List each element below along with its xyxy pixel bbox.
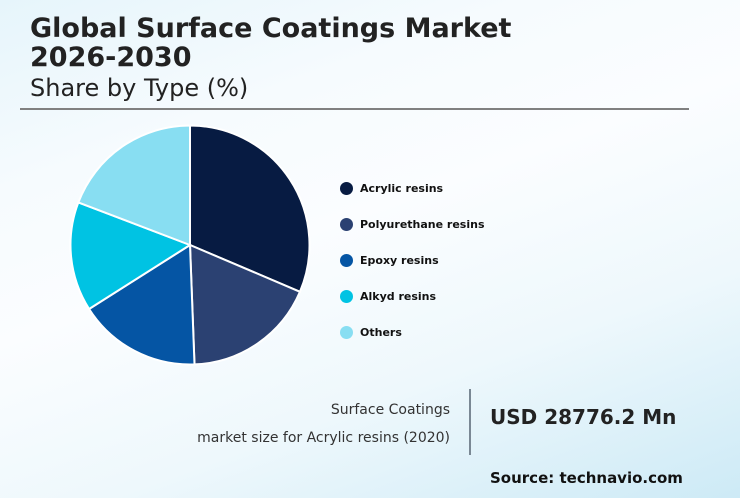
pie-slice-others [77, 124, 191, 247]
legend-label: Epoxy resins [360, 253, 439, 267]
legend-dot-icon [340, 253, 353, 267]
legend-label: Alkyd resins [360, 289, 437, 303]
pie-slice-polyurethane-resins [188, 243, 302, 366]
market-size-value: USD 28776.2 Mn [490, 405, 677, 429]
legend: Acrylic resins Polyurethane resins Epoxy… [340, 170, 485, 350]
legend-dot-icon [340, 325, 353, 339]
caption-line-2: market size for Acrylic resins (2020) [197, 430, 450, 446]
legend-label: Acrylic resins [360, 181, 444, 195]
pie-slice-epoxy-resins [87, 243, 196, 366]
legend-item-others: Others [340, 314, 485, 350]
source-note: Source: technavio.com [490, 469, 683, 487]
legend-item-epoxy-resins: Epoxy resins [340, 242, 485, 278]
legend-item-alkyd-resins: Alkyd resins [340, 278, 485, 314]
legend-dot-icon [340, 181, 353, 195]
pie-chart [69, 124, 311, 366]
legend-item-acrylic-resins: Acrylic resins [340, 170, 485, 206]
chart-title: Global Surface Coatings Market 2026-2030 [30, 14, 511, 72]
legend-item-polyurethane-resins: Polyurethane resins [340, 206, 485, 242]
title-line-1: Global Surface Coatings Market [30, 13, 512, 44]
pie-slice-acrylic-resins [189, 124, 311, 294]
header-divider [20, 108, 689, 110]
vertical-divider [469, 389, 471, 455]
chart-subtitle: Share by Type (%) [30, 74, 249, 102]
market-size-caption: Surface Coatings market size for Acrylic… [197, 396, 450, 452]
legend-dot-icon [340, 289, 353, 303]
title-line-2: 2026-2030 [30, 42, 192, 73]
legend-dot-icon [340, 217, 353, 231]
caption-line-1: Surface Coatings [330, 402, 450, 418]
pie-slice-alkyd-resins [69, 201, 193, 311]
legend-label: Others [360, 325, 402, 339]
legend-label: Polyurethane resins [360, 217, 485, 231]
